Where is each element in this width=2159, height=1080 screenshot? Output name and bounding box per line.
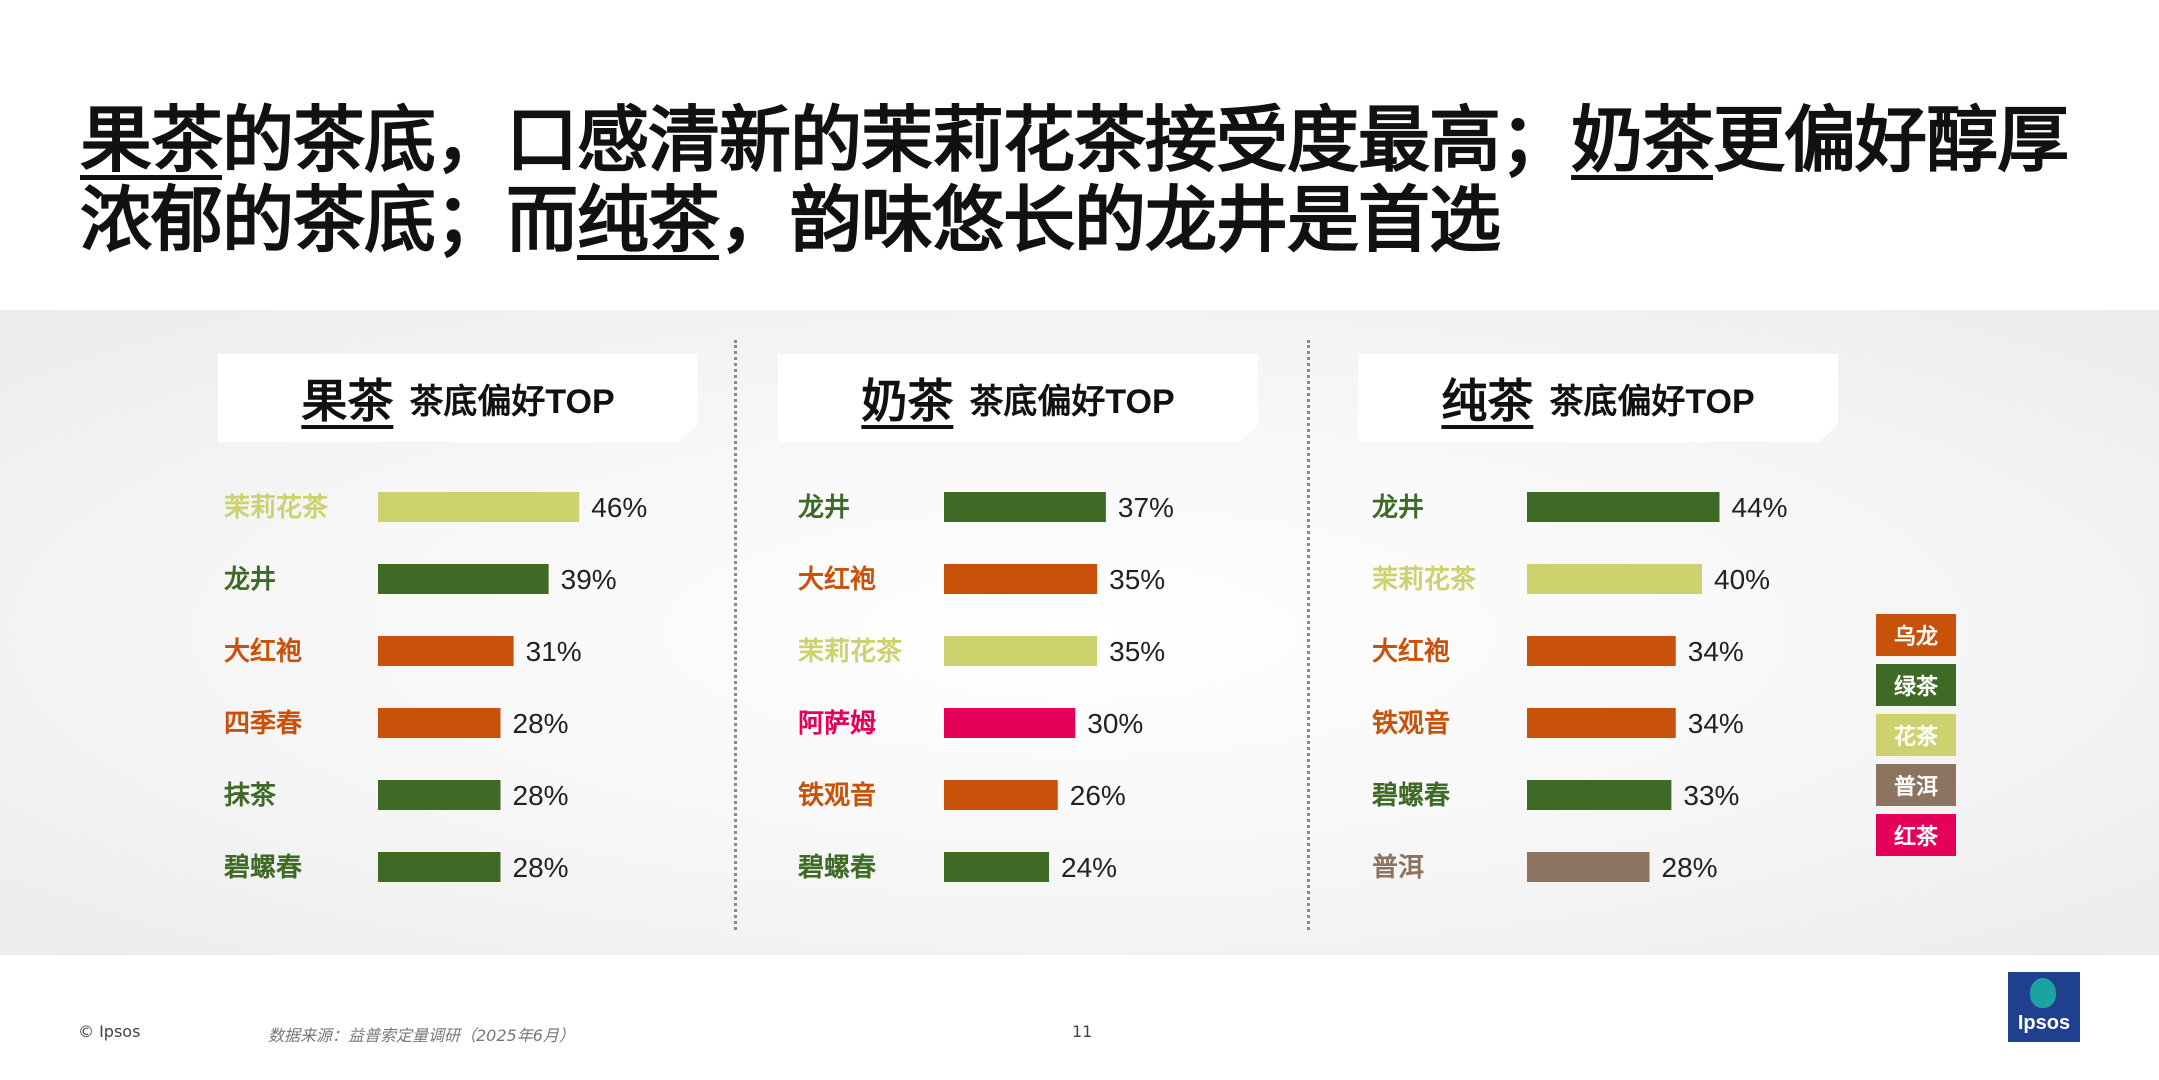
legend-item: 乌龙	[1876, 614, 1956, 656]
category-label: 碧螺春	[1371, 781, 1450, 811]
value-label: 28%	[1662, 852, 1718, 883]
title-text-2: 更偏好醇厚浓郁的茶底；而	[80, 98, 2069, 262]
panel-header-category: 果茶	[301, 374, 394, 428]
title-pure-tea: 纯茶	[577, 178, 720, 262]
category-label: 大红袍	[224, 636, 302, 667]
bar	[378, 780, 501, 810]
category-label: 茉莉花茶	[798, 637, 903, 667]
category-label: 铁观音	[1372, 708, 1450, 739]
title-text-3: ，韵味悠长的龙井是首选	[719, 178, 1501, 262]
category-label: 茉莉花茶	[1372, 565, 1477, 595]
bar	[378, 564, 549, 594]
category-label: 龙井	[798, 493, 850, 523]
legend-item: 红茶	[1876, 814, 1956, 856]
category-label: 龙井	[224, 565, 276, 595]
title-milk-tea: 奶茶	[1571, 98, 1714, 182]
category-label: 四季春	[224, 709, 302, 739]
value-label: 46%	[591, 492, 647, 523]
value-label: 44%	[1732, 492, 1788, 523]
bar	[1527, 564, 1702, 594]
category-label: 抹茶	[224, 781, 277, 811]
value-label: 34%	[1688, 636, 1744, 667]
value-label: 37%	[1118, 492, 1174, 523]
value-label: 31%	[526, 636, 582, 667]
panel-header-milk-tea: 奶茶 茶底偏好TOP	[778, 354, 1258, 442]
category-label: 碧螺春	[797, 853, 876, 883]
category-label: 阿萨姆	[798, 709, 876, 739]
value-label: 28%	[513, 852, 569, 883]
panel-header-subtitle: 茶底偏好TOP	[1549, 382, 1755, 421]
bar	[378, 708, 501, 738]
category-label: 龙井	[1372, 493, 1424, 523]
bar	[1527, 708, 1676, 738]
bar	[944, 564, 1098, 594]
bar	[944, 492, 1106, 522]
bar	[1527, 492, 1720, 522]
panel-header-fruit-tea: 果茶 茶底偏好TOP	[218, 354, 698, 442]
bar	[1527, 852, 1650, 882]
data-source: 数据来源：益普索定量调研（2025年6月）	[268, 1026, 575, 1045]
bar	[944, 636, 1098, 666]
panel-header-pure-tea: 纯茶 茶底偏好TOP	[1358, 354, 1838, 442]
panel-header-category: 纯茶	[1441, 374, 1534, 428]
value-label: 40%	[1714, 564, 1770, 595]
value-label: 30%	[1087, 708, 1143, 739]
category-label: 茉莉花茶	[224, 493, 329, 523]
bar	[378, 636, 514, 666]
bar	[944, 708, 1076, 738]
value-label: 24%	[1061, 852, 1117, 883]
bar	[378, 852, 501, 882]
page-number: 11	[1072, 1022, 1093, 1041]
category-label: 大红袍	[1372, 636, 1450, 667]
page-title: 果茶的茶底，口感清新的茉莉花茶接受度最高；奶茶更偏好醇厚浓郁的茶底；而纯茶，韵味…	[80, 100, 2080, 260]
ipsos-logo: Ipsos	[2008, 972, 2080, 1042]
value-label: 34%	[1688, 708, 1744, 739]
logo-mark-icon	[2030, 978, 2056, 1008]
bar	[944, 780, 1058, 810]
category-label: 碧螺春	[223, 853, 302, 883]
panel-header-subtitle: 茶底偏好TOP	[969, 382, 1175, 421]
value-label: 39%	[561, 564, 617, 595]
panel-divider-2	[1307, 340, 1310, 930]
value-label: 28%	[513, 708, 569, 739]
panel-header-subtitle: 茶底偏好TOP	[409, 382, 615, 421]
category-label: 大红袍	[798, 564, 876, 595]
bar	[1527, 780, 1672, 810]
category-label: 铁观音	[798, 780, 876, 811]
value-label: 28%	[513, 780, 569, 811]
category-label: 普洱	[1372, 852, 1424, 883]
value-label: 35%	[1109, 636, 1165, 667]
panel-divider-1	[734, 340, 737, 930]
value-label: 35%	[1109, 564, 1165, 595]
legend-item: 绿茶	[1876, 664, 1956, 706]
title-fruit-tea: 果茶	[80, 98, 223, 182]
title-text-1: 的茶底，口感清新的茉莉花茶接受度最高；	[222, 98, 1572, 182]
value-label: 26%	[1070, 780, 1126, 811]
legend-item: 花茶	[1876, 714, 1956, 756]
copyright: © Ipsos	[78, 1022, 141, 1041]
panel-header-category: 奶茶	[861, 374, 954, 428]
bar	[378, 492, 580, 522]
bar	[944, 852, 1049, 882]
logo-text: Ipsos	[2017, 1012, 2071, 1034]
legend: 乌龙绿茶花茶普洱红茶	[1876, 614, 1956, 864]
bar	[1527, 636, 1676, 666]
legend-item: 普洱	[1876, 764, 1956, 806]
value-label: 33%	[1683, 780, 1739, 811]
